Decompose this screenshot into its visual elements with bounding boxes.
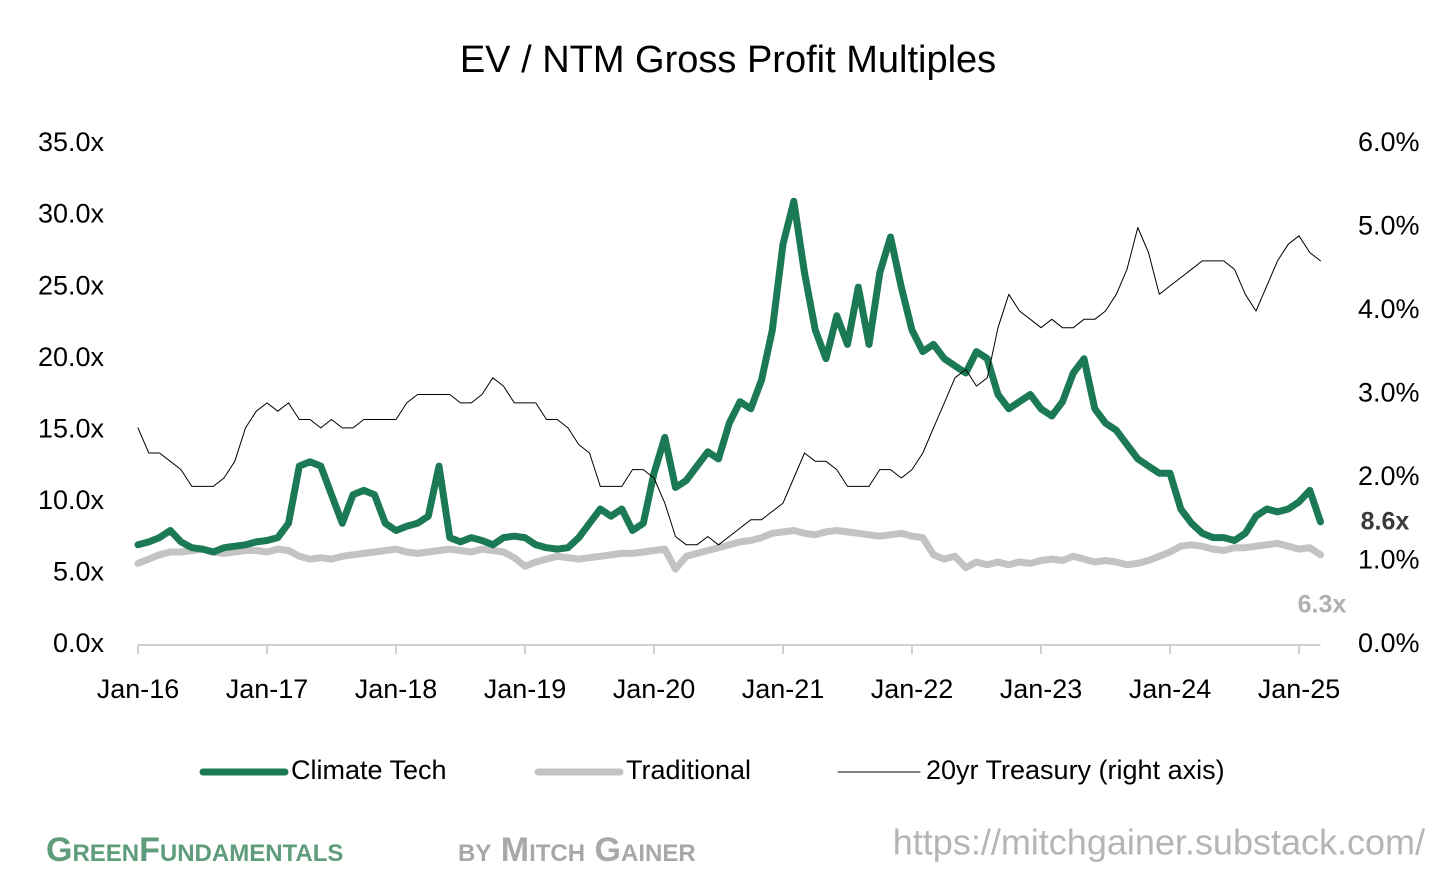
y2-tick-label: 5.0% [1358, 211, 1420, 241]
y2-tick-label: 3.0% [1358, 378, 1420, 408]
legend-label: 20yr Treasury (right axis) [926, 755, 1225, 785]
y-tick-label: 0.0x [53, 628, 105, 658]
series-line [134, 527, 1324, 573]
y2-tick-label: 4.0% [1358, 294, 1420, 324]
y-tick-label: 10.0x [38, 485, 105, 515]
y-tick-label: 25.0x [38, 270, 105, 300]
x-tick-label: Jan-25 [1258, 674, 1341, 704]
x-tick-label: Jan-18 [355, 674, 438, 704]
y-tick-label: 5.0x [53, 557, 105, 587]
end-label: 8.6x [1361, 508, 1410, 536]
y2-tick-label: 2.0% [1358, 461, 1420, 491]
url: https://mitchgainer.substack.com/ [893, 822, 1425, 863]
x-tick-label: Jan-17 [226, 674, 309, 704]
x-tick-label: Jan-19 [484, 674, 567, 704]
y-tick-label: 30.0x [38, 199, 105, 229]
series-line [137, 227, 1321, 546]
y-tick-label: 15.0x [38, 413, 105, 443]
y-tick-label: 20.0x [38, 342, 105, 372]
series-line [134, 197, 1324, 556]
x-tick-label: Jan-21 [742, 674, 825, 704]
byline: by Mitch Gainer [458, 831, 696, 869]
y2-tick-label: 6.0% [1358, 127, 1420, 157]
brand: GreenFundamentals [46, 831, 343, 869]
y2-tick-label: 1.0% [1358, 545, 1420, 575]
end-label: 6.3x [1298, 591, 1347, 619]
x-tick-label: Jan-20 [613, 674, 696, 704]
x-tick-label: Jan-23 [1000, 674, 1083, 704]
x-tick-label: Jan-24 [1129, 674, 1212, 704]
y-tick-label: 35.0x [38, 127, 105, 157]
legend-label: Climate Tech [291, 755, 447, 785]
legend-label: Traditional [626, 755, 751, 785]
chart-title: EV / NTM Gross Profit Multiples [460, 39, 996, 81]
x-tick-label: Jan-22 [871, 674, 954, 704]
x-tick-label: Jan-16 [97, 674, 180, 704]
y2-tick-label: 0.0% [1358, 628, 1420, 658]
